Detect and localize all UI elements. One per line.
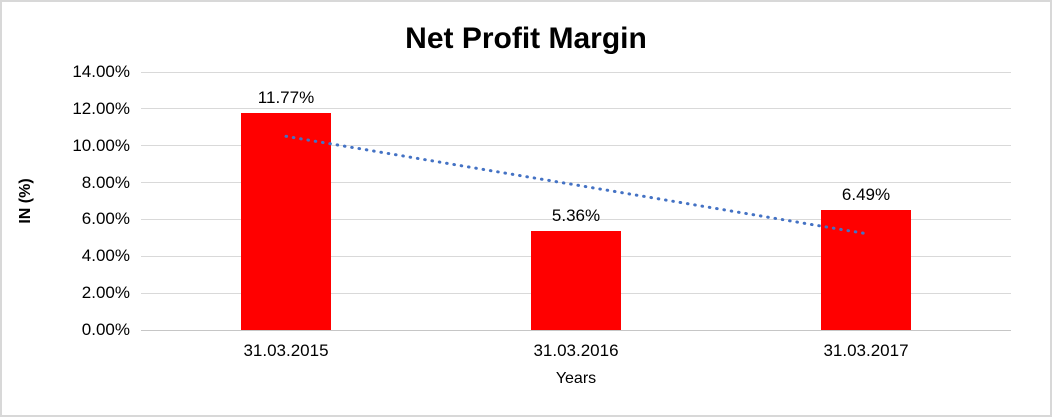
bar[interactable] (531, 231, 621, 330)
bar-data-label: 11.77% (257, 88, 315, 108)
bar[interactable] (821, 210, 911, 330)
y-tick-label: 14.00% (72, 62, 130, 81)
x-category-label: 31.03.2015 (243, 341, 329, 360)
x-axis-title: Years (555, 370, 597, 387)
y-tick-label: 8.00% (81, 172, 130, 192)
gridline (141, 145, 1011, 147)
y-tick-label: 2.00% (81, 283, 130, 303)
trendline[interactable] (284, 134, 868, 236)
y-tick-label: 6.00% (81, 209, 130, 229)
bar-data-label: 6.49% (841, 185, 891, 205)
y-tick-label: 0.00% (81, 320, 130, 339)
plot-area: 11.77% 5.36% 6.49% (141, 71, 1011, 331)
y-tick-label: 10.00% (72, 135, 130, 155)
chart-title: Net Profit Margin (405, 22, 647, 55)
y-tick-label: 4.00% (81, 246, 130, 266)
gridline (141, 108, 1011, 110)
x-category-label: 31.03.2017 (823, 341, 909, 360)
bar-data-label: 5.36% (551, 206, 601, 226)
gridline (141, 182, 1011, 184)
trendline-svg (284, 134, 868, 236)
y-tick-label: 12.00% (72, 98, 130, 118)
gridline (141, 218, 1011, 220)
x-category-label: 31.03.2016 (533, 341, 619, 360)
x-axis-line (141, 329, 1011, 331)
bar[interactable] (241, 113, 331, 330)
gridline (141, 71, 1011, 73)
